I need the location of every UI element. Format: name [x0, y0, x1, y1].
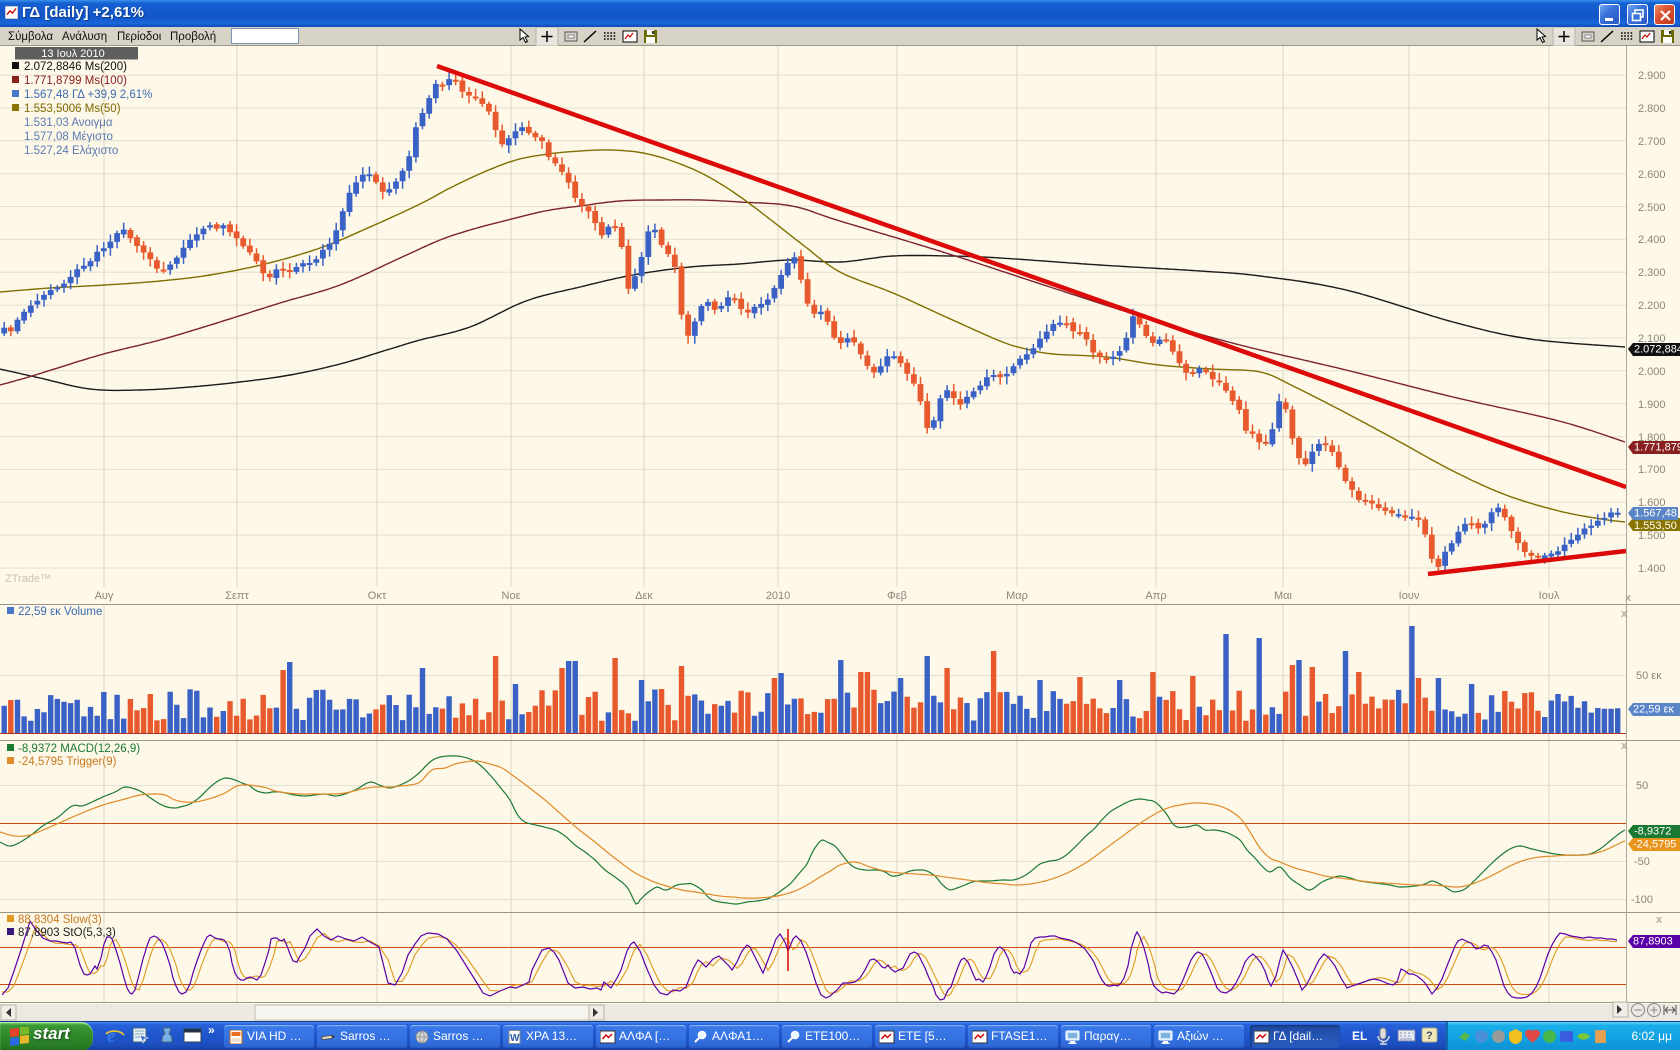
svg-text:2.072,8846 Ms(200): 2.072,8846 Ms(200) [24, 61, 127, 73]
svg-text:1.771,879: 1.771,879 [1634, 442, 1680, 454]
svg-text:x: x [1656, 914, 1663, 926]
svg-text:1.400: 1.400 [1638, 563, 1666, 575]
svg-text:2.400: 2.400 [1638, 234, 1666, 246]
svg-text:Οκτ: Οκτ [368, 590, 387, 602]
svg-text:50: 50 [1636, 780, 1648, 792]
svg-text:Ιουλ: Ιουλ [1539, 590, 1560, 602]
svg-text:1.567,48: 1.567,48 [1634, 508, 1677, 520]
svg-text:Φεβ: Φεβ [887, 590, 907, 602]
svg-text:1.553,5006 Ms(50): 1.553,5006 Ms(50) [24, 103, 121, 115]
svg-text:1.567,48 ΓΔ +39,9 2,61%: 1.567,48 ΓΔ +39,9 2,61% [24, 89, 152, 101]
svg-text:-24,5795: -24,5795 [1633, 839, 1676, 851]
svg-text:87,8903: 87,8903 [1633, 936, 1673, 948]
svg-text:Ιουν: Ιουν [1399, 590, 1420, 602]
svg-text:e: e [107, 1026, 116, 1047]
svg-text:2.072,884: 2.072,884 [1634, 344, 1680, 356]
svg-text:Μαι: Μαι [1274, 590, 1293, 602]
svg-text:50 εκ: 50 εκ [1636, 670, 1662, 682]
svg-text:Νοε: Νοε [502, 590, 521, 602]
svg-text:Αυγ: Αυγ [95, 590, 114, 602]
svg-text:2010: 2010 [766, 590, 790, 602]
svg-text:Απρ: Απρ [1145, 590, 1166, 602]
svg-text:?: ? [1426, 1030, 1433, 1042]
svg-text:2.300: 2.300 [1638, 267, 1666, 279]
svg-text:1.531,03 Ανοιγμα: 1.531,03 Ανοιγμα [24, 117, 113, 129]
svg-text:1.500: 1.500 [1638, 530, 1666, 542]
svg-text:2.200: 2.200 [1638, 300, 1666, 312]
svg-text:2.700: 2.700 [1638, 136, 1666, 148]
svg-text:1.527,24 Ελάχιστο: 1.527,24 Ελάχιστο [24, 145, 118, 157]
svg-text:22,59 εκ: 22,59 εκ [1633, 704, 1674, 716]
svg-text:ZTrade™: ZTrade™ [5, 573, 51, 585]
svg-text:-24,5795 Trigger(9): -24,5795 Trigger(9) [18, 756, 117, 768]
svg-text:13 Ιουλ 2010: 13 Ιουλ 2010 [41, 48, 105, 60]
svg-text:87,8903 StO(5,3,3): 87,8903 StO(5,3,3) [18, 927, 116, 939]
svg-text:2.100: 2.100 [1638, 333, 1666, 345]
svg-text:Σεπτ: Σεπτ [225, 590, 249, 602]
svg-text:2.500: 2.500 [1638, 202, 1666, 214]
svg-text:1.553,50: 1.553,50 [1634, 520, 1677, 532]
svg-text:2.800: 2.800 [1638, 103, 1666, 115]
svg-text:1.577,08 Μέγιστο: 1.577,08 Μέγιστο [24, 131, 113, 143]
svg-text:Μαρ: Μαρ [1006, 590, 1028, 602]
svg-text:W: W [510, 1033, 520, 1044]
svg-text:x: x [1621, 608, 1628, 620]
svg-text:-8,9372: -8,9372 [1634, 826, 1671, 838]
svg-text:x: x [1625, 592, 1632, 604]
svg-text:-8,9372 MACD(12,26,9): -8,9372 MACD(12,26,9) [18, 743, 140, 755]
svg-text:Δεκ: Δεκ [635, 590, 653, 602]
svg-text:1.771,8799 Ms(100): 1.771,8799 Ms(100) [24, 75, 127, 87]
svg-text:2.600: 2.600 [1638, 169, 1666, 181]
svg-text:22,59 εκ Volume: 22,59 εκ Volume [18, 606, 102, 618]
svg-text:1.700: 1.700 [1638, 464, 1666, 476]
svg-text:-50: -50 [1634, 856, 1650, 868]
svg-text:2.900: 2.900 [1638, 70, 1666, 82]
svg-text:x: x [1621, 740, 1628, 752]
svg-text:1.600: 1.600 [1638, 497, 1666, 509]
svg-text:1.900: 1.900 [1638, 399, 1666, 411]
svg-text:-100: -100 [1631, 894, 1653, 906]
svg-text:2.000: 2.000 [1638, 366, 1666, 378]
svg-text:88,8304 Slow(3): 88,8304 Slow(3) [18, 914, 102, 926]
